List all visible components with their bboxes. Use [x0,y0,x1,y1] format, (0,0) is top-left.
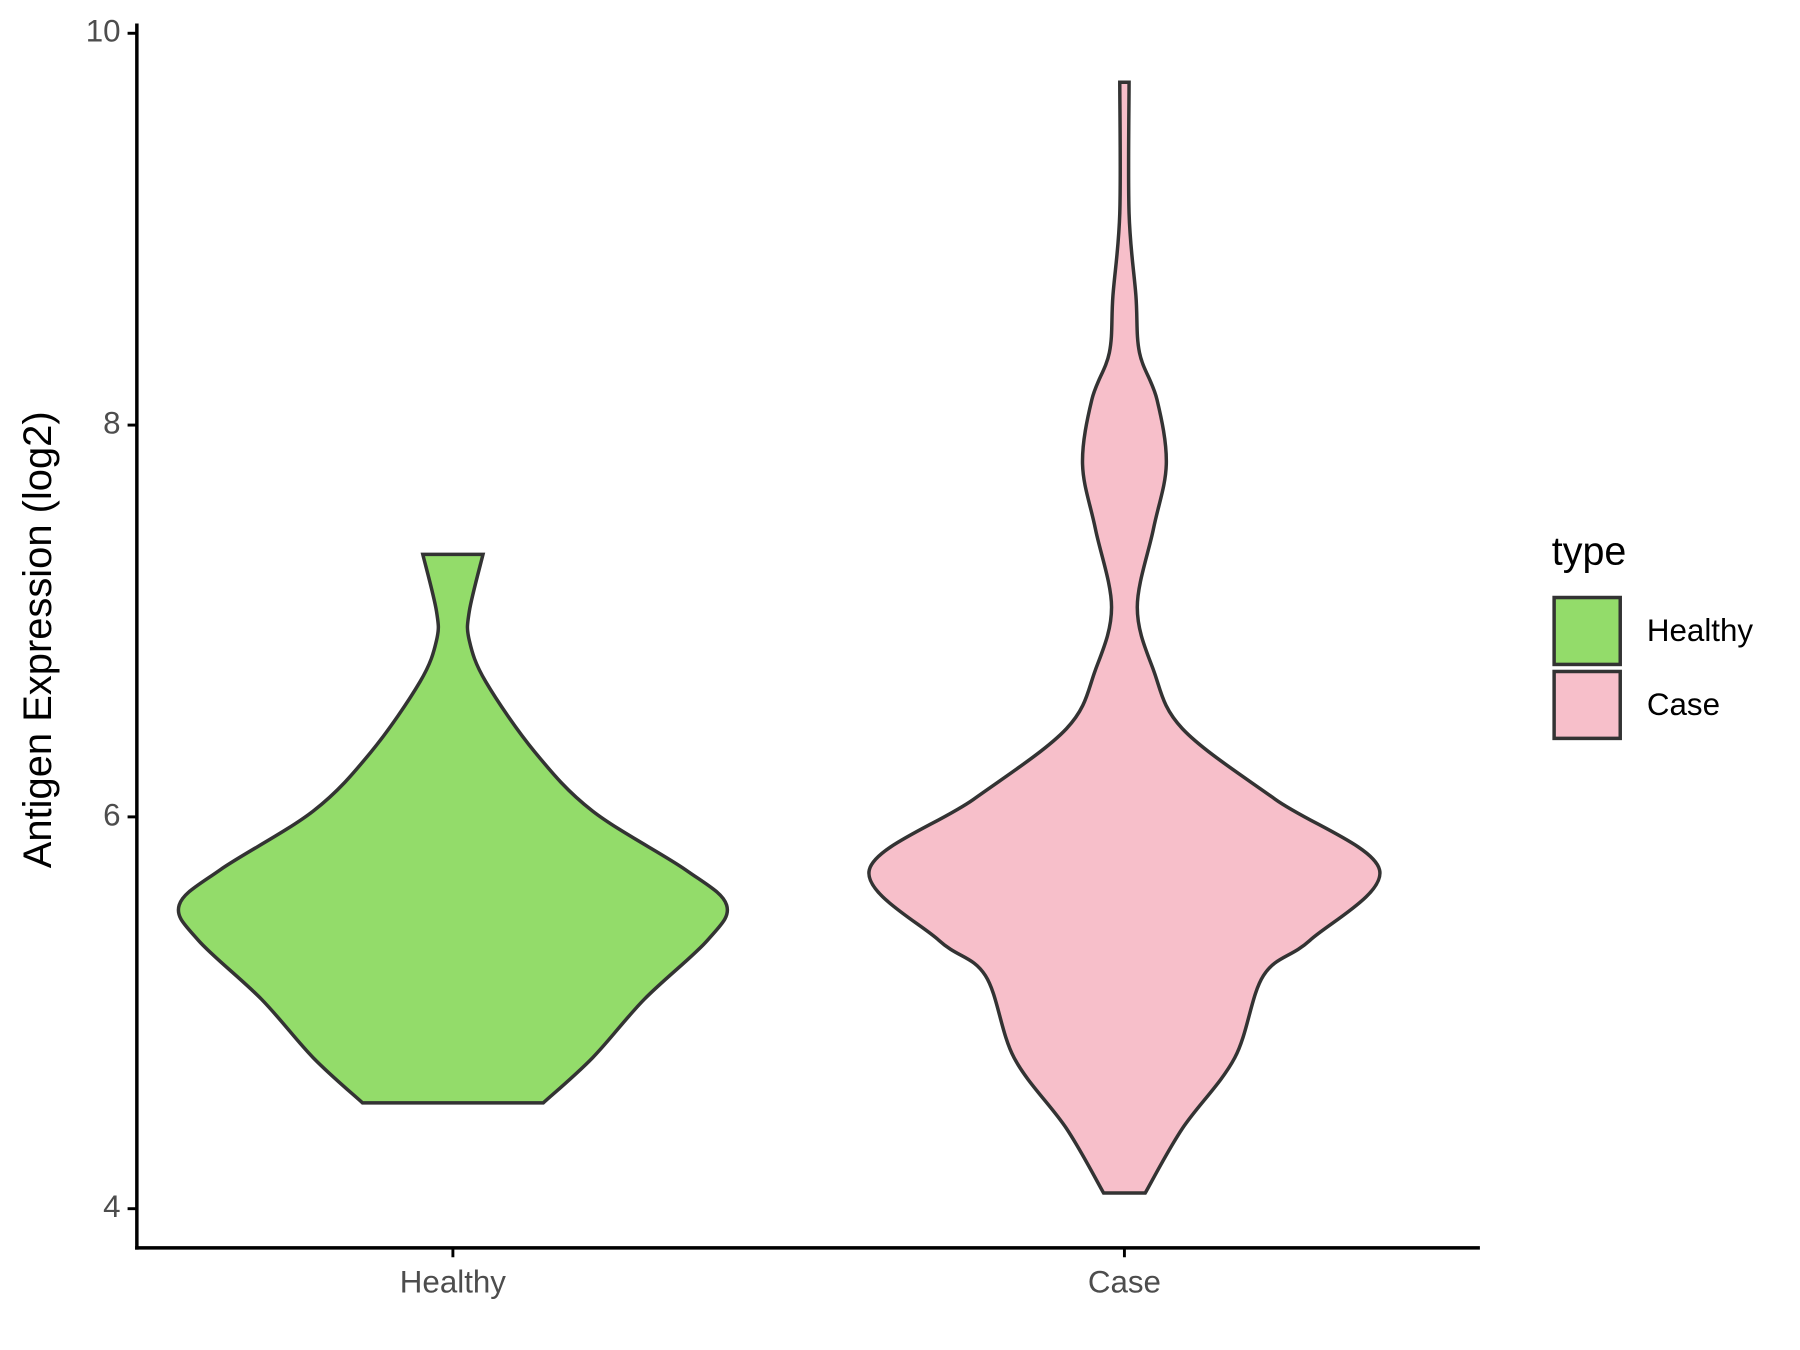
y-tick-label: 8 [103,404,120,440]
legend-swatch [1552,595,1622,667]
legend-swatch [1552,669,1622,741]
x-tick-label: Healthy [400,1263,506,1299]
y-axis-title: Antigen Expression (log2) [16,411,60,868]
legend-title: type [1552,529,1627,573]
violin [176,552,730,1105]
y-tick-label: 10 [86,12,121,48]
violin [867,80,1382,1195]
y-tick-label: 6 [103,796,120,832]
x-tick-label: Case [1088,1263,1161,1299]
y-tick-label: 4 [103,1188,120,1224]
legend-label: Healthy [1647,612,1753,648]
legend-label: Case [1647,686,1720,722]
